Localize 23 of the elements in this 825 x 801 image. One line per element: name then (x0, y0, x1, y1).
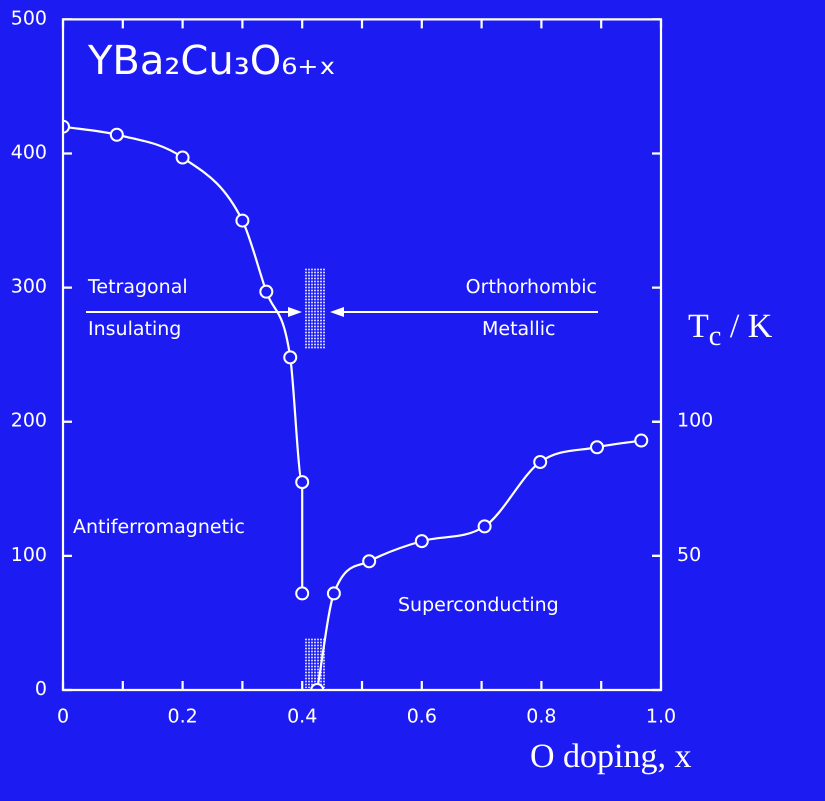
x-tick-label: 0.8 (526, 705, 557, 728)
annotation: Superconducting (398, 594, 559, 616)
y-tick-label: 500 (10, 7, 47, 30)
y-tick-label: 300 (10, 276, 47, 298)
annotation: Orthorhombic (466, 276, 597, 298)
y2-axis-title: T$_{c}$ / K (688, 308, 772, 353)
x-tick-label: 0 (56, 705, 70, 728)
annotation: Antiferromagnetic (73, 516, 245, 538)
y-tick-label: 200 (10, 410, 47, 432)
text: YBa₂Cu₃O₆₊ₓ (88, 38, 336, 84)
y2-tick-label: 100 (677, 410, 714, 432)
annotation: Tetragonal (88, 276, 188, 298)
x-tick-label: 0.2 (167, 705, 198, 728)
annotation: Insulating (88, 318, 182, 340)
y2-tick-label: 50 (677, 544, 702, 566)
x-tick-label: 0.4 (287, 705, 318, 728)
x-tick-label: 1.0 (646, 705, 676, 728)
x-axis-title: O doping, x (530, 738, 692, 776)
y-tick-label: 0 (34, 678, 47, 700)
annotation: Metallic (482, 318, 556, 340)
y-tick-label: 100 (10, 544, 47, 566)
x-tick-label: 0.6 (406, 705, 437, 728)
y-tick-label: 400 (10, 141, 47, 164)
